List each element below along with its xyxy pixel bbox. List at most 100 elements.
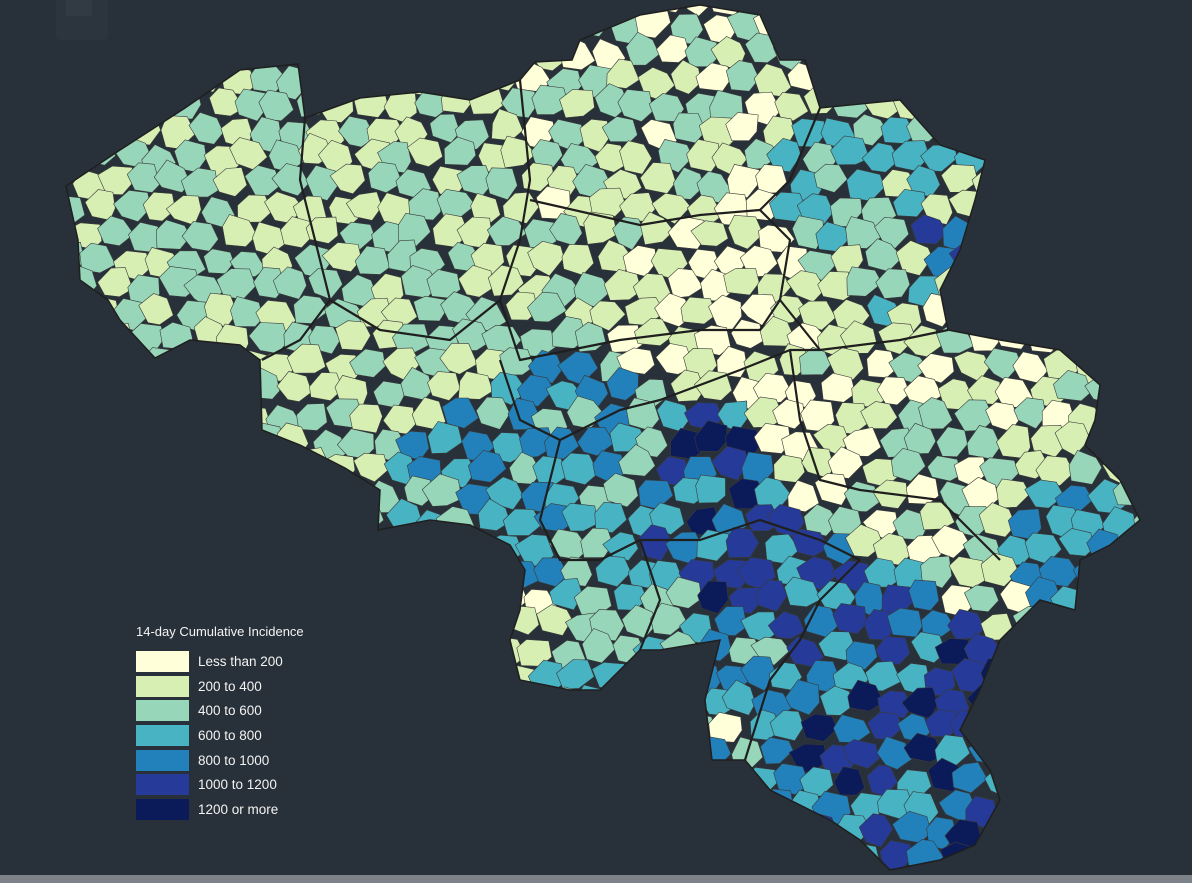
municipality-area[interactable] <box>154 533 193 565</box>
municipality-area[interactable] <box>35 795 69 827</box>
municipality-area[interactable] <box>407 137 443 168</box>
municipality-area[interactable] <box>520 741 558 775</box>
municipality-area[interactable] <box>1116 587 1154 616</box>
municipality-area[interactable] <box>650 602 688 636</box>
municipality-area[interactable] <box>97 267 134 298</box>
municipality-area[interactable] <box>289 36 328 68</box>
municipality-area[interactable] <box>672 167 704 200</box>
municipality-area[interactable] <box>308 638 342 671</box>
municipality-area[interactable] <box>908 579 940 611</box>
municipality-area[interactable] <box>396 532 430 563</box>
municipality-area[interactable] <box>1133 759 1173 791</box>
municipality-area[interactable] <box>993 688 1027 721</box>
municipality-area[interactable] <box>200 818 239 853</box>
municipality-area[interactable] <box>1110 317 1146 349</box>
municipality-area[interactable] <box>1010 192 1050 224</box>
municipality-area[interactable] <box>1072 143 1106 175</box>
municipality-area[interactable] <box>55 398 93 433</box>
municipality-area[interactable] <box>1134 553 1167 587</box>
municipality-area[interactable] <box>1055 167 1088 198</box>
municipality-area[interactable] <box>1065 244 1107 276</box>
municipality-area[interactable] <box>373 380 405 409</box>
municipality-area[interactable] <box>1014 819 1047 851</box>
municipality-area[interactable] <box>326 811 359 845</box>
municipality-area[interactable] <box>1111 422 1148 454</box>
municipality-area[interactable] <box>336 484 371 515</box>
municipality-area[interactable] <box>930 117 966 148</box>
municipality-area[interactable] <box>1116 273 1153 307</box>
municipality-area[interactable] <box>458 370 494 400</box>
municipality-area[interactable] <box>625 31 660 66</box>
municipality-area[interactable] <box>490 791 525 824</box>
municipality-area[interactable] <box>619 140 653 175</box>
municipality-area[interactable] <box>382 770 418 801</box>
municipality-area[interactable] <box>217 421 249 455</box>
municipality-area[interactable] <box>723 267 760 296</box>
municipality-area[interactable] <box>845 640 878 670</box>
municipality-area[interactable] <box>187 484 224 516</box>
municipality-area[interactable] <box>968 117 1006 151</box>
municipality-area[interactable] <box>153 841 189 873</box>
municipality-area[interactable] <box>1120 736 1156 768</box>
municipality-area[interactable] <box>1114 840 1153 871</box>
municipality-area[interactable] <box>1013 397 1047 430</box>
municipality-area[interactable] <box>1032 168 1068 204</box>
municipality-area[interactable] <box>813 837 851 872</box>
municipality-area[interactable] <box>219 16 257 45</box>
municipality-area[interactable] <box>1002 12 1038 47</box>
municipality-area[interactable] <box>1091 738 1129 768</box>
municipality-area[interactable] <box>996 733 1032 765</box>
municipality-area[interactable] <box>670 784 706 820</box>
municipality-area[interactable] <box>68 789 103 824</box>
municipality-area[interactable] <box>456 583 496 613</box>
municipality-area[interactable] <box>286 343 326 374</box>
municipality-area[interactable] <box>1116 213 1152 246</box>
municipality-area[interactable] <box>499 758 540 790</box>
municipality-area[interactable] <box>798 300 837 331</box>
municipality-area[interactable] <box>274 13 308 45</box>
municipality-area[interactable] <box>230 0 266 17</box>
municipality-area[interactable] <box>264 0 299 10</box>
municipality-area[interactable] <box>980 552 1020 587</box>
municipality-area[interactable] <box>547 165 580 196</box>
municipality-area[interactable] <box>1113 65 1149 95</box>
municipality-area[interactable] <box>414 814 449 847</box>
municipality-area[interactable] <box>37 739 75 772</box>
municipality-area[interactable] <box>536 604 573 636</box>
municipality-area[interactable] <box>95 792 133 824</box>
municipality-area[interactable] <box>1029 265 1070 301</box>
municipality-area[interactable] <box>99 10 131 42</box>
municipality-area[interactable] <box>758 224 795 253</box>
municipality-area[interactable] <box>667 268 704 299</box>
municipality-area[interactable] <box>789 844 823 873</box>
municipality-area[interactable] <box>267 452 303 484</box>
municipality-area[interactable] <box>1025 685 1061 716</box>
municipality-area[interactable] <box>1030 794 1066 823</box>
municipality-area[interactable] <box>1057 635 1094 669</box>
municipality-area[interactable] <box>753 422 792 454</box>
municipality-area[interactable] <box>618 444 656 477</box>
municipality-area[interactable] <box>859 33 895 67</box>
municipality-area[interactable] <box>1147 787 1184 820</box>
municipality-area[interactable] <box>94 840 131 870</box>
municipality-area[interactable] <box>323 762 358 792</box>
municipality-area[interactable] <box>41 635 80 665</box>
municipality-area[interactable] <box>277 476 310 508</box>
municipality-area[interactable] <box>556 659 595 690</box>
municipality-area[interactable] <box>1008 141 1048 171</box>
municipality-area[interactable] <box>1089 275 1125 305</box>
municipality-area[interactable] <box>1051 687 1089 721</box>
municipality-area[interactable] <box>1051 273 1089 305</box>
municipality-area[interactable] <box>680 296 716 325</box>
municipality-area[interactable] <box>1028 741 1066 774</box>
municipality-area[interactable] <box>799 346 831 376</box>
municipality-area[interactable] <box>528 713 563 744</box>
municipality-area[interactable] <box>607 840 643 873</box>
municipality-area[interactable] <box>315 0 353 11</box>
municipality-area[interactable] <box>234 451 271 481</box>
municipality-area[interactable] <box>371 687 405 720</box>
municipality-area[interactable] <box>395 848 432 875</box>
municipality-area[interactable] <box>726 164 762 199</box>
municipality-area[interactable] <box>773 763 810 795</box>
municipality-area[interactable] <box>690 220 729 247</box>
